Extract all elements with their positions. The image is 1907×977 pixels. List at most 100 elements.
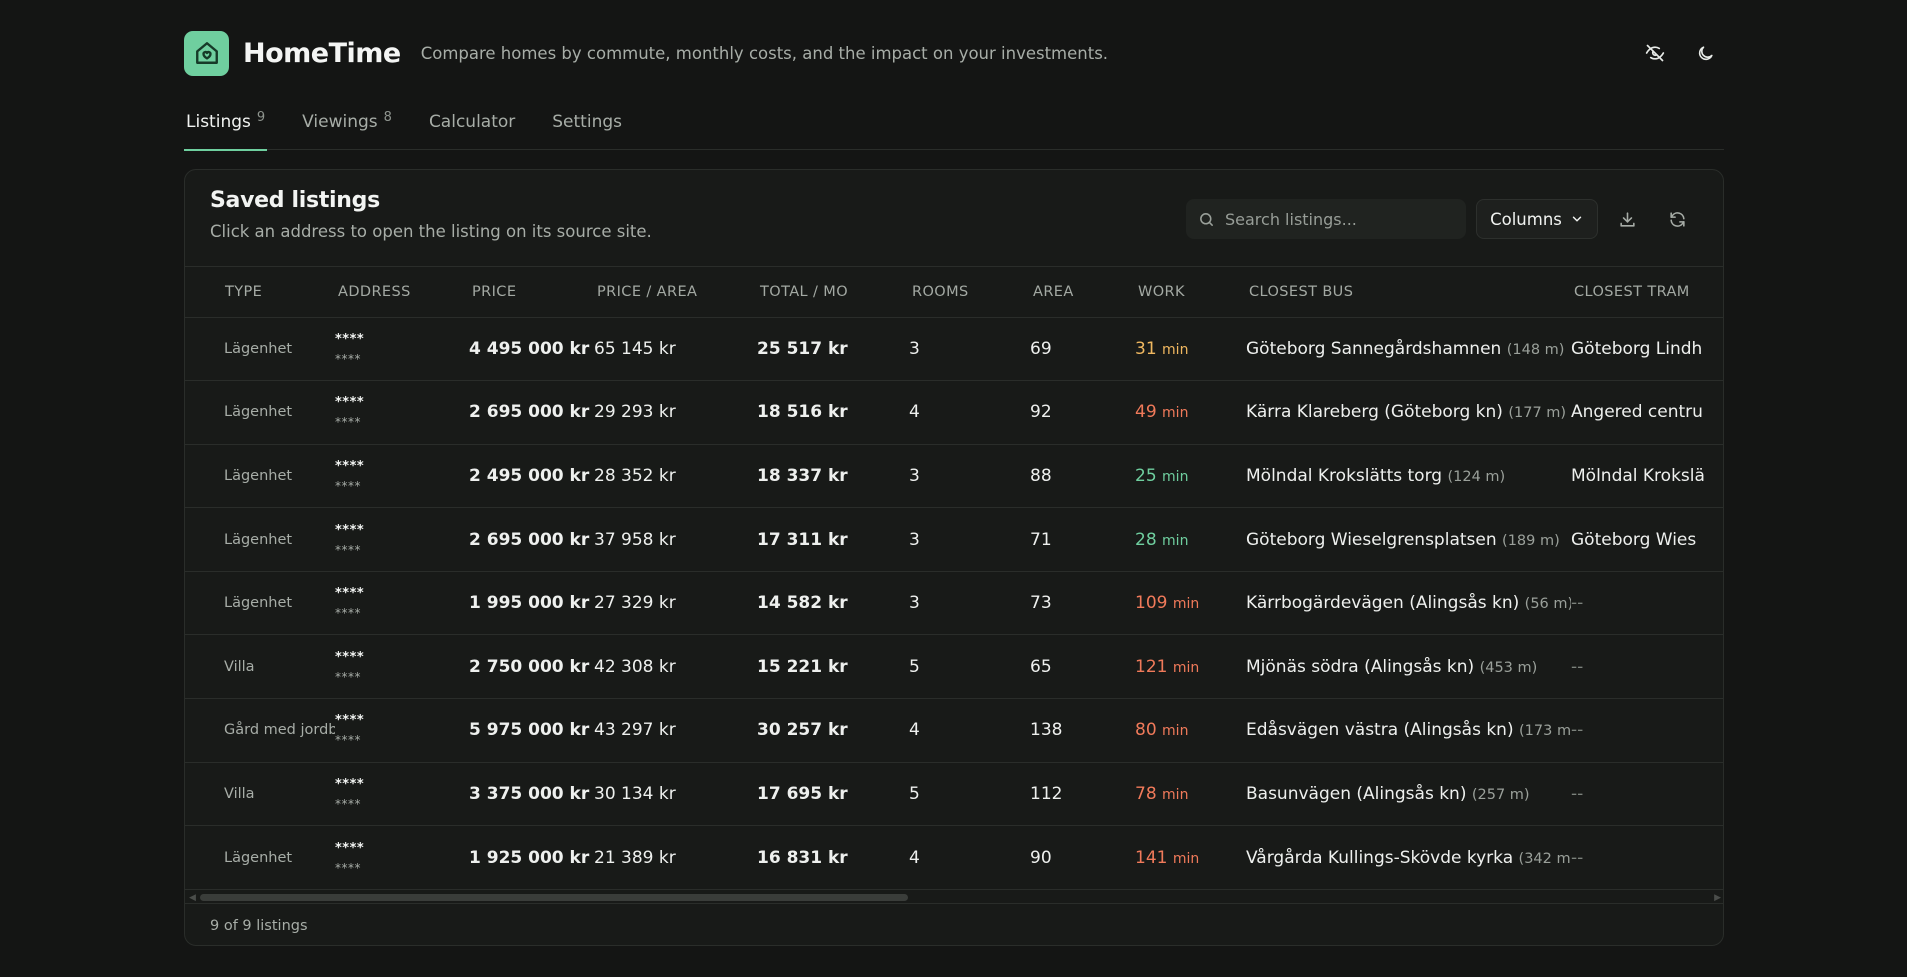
cell-work: 31 min <box>1135 317 1246 382</box>
column-header-type[interactable]: TYPE <box>185 267 335 318</box>
cell-price-per-area: 28 352 kr <box>594 444 757 509</box>
cell-rooms: 4 <box>909 380 1030 445</box>
address-sub: **** <box>335 669 361 684</box>
cell-work: 80 min <box>1135 698 1246 763</box>
cell-price-per-area: 27 329 kr <box>594 571 757 636</box>
column-header-area[interactable]: AREA <box>1030 267 1135 318</box>
column-header-price-per-area[interactable]: PRICE / AREA <box>594 267 757 318</box>
cell-closest-bus: Kärrbogärdevägen (Alingsås kn) (56 m) <box>1246 571 1571 636</box>
work-minutes: 141 <box>1135 847 1168 868</box>
cell-address[interactable]: **** **** <box>335 698 469 763</box>
work-unit: min <box>1162 786 1189 803</box>
cell-price: 2 495 000 kr <box>469 444 594 509</box>
cell-address[interactable]: **** **** <box>335 825 469 890</box>
cell-price: 2 695 000 kr <box>469 507 594 572</box>
theme-toggle-button[interactable] <box>1686 34 1724 72</box>
work-unit: min <box>1172 659 1200 676</box>
search-input[interactable] <box>1225 209 1455 229</box>
address-link[interactable]: **** <box>335 776 365 792</box>
cell-closest-tram: -- <box>1571 762 1723 827</box>
work-unit: min <box>1162 723 1189 740</box>
cell-work: 109 min <box>1135 571 1246 636</box>
address-link[interactable]: **** <box>335 458 365 474</box>
chevron-down-icon <box>1572 216 1582 222</box>
column-header-closest-tram[interactable]: CLOSEST TRAM <box>1571 267 1723 318</box>
cell-total-per-month: 14 582 kr <box>757 571 909 636</box>
columns-label: Columns <box>1490 209 1562 229</box>
address-link[interactable]: **** <box>335 713 365 729</box>
bus-stop-name: Kärra Klareberg (Göteborg kn) <box>1246 402 1503 423</box>
cell-closest-bus: Kärra Klareberg (Göteborg kn) (177 m) <box>1246 380 1571 445</box>
work-unit: min <box>1162 341 1189 358</box>
work-unit: min <box>1162 532 1189 549</box>
listings-table: TYPE ADDRESS PRICE PRICE / AREA TOTAL / … <box>185 267 1723 890</box>
tab-viewings[interactable]: Viewings 8 <box>300 104 394 150</box>
column-header-closest-bus[interactable]: CLOSEST BUS <box>1246 267 1571 318</box>
column-header-address[interactable]: ADDRESS <box>335 267 469 318</box>
work-minutes: 78 <box>1135 783 1157 804</box>
work-minutes: 121 <box>1135 656 1168 677</box>
cell-rooms: 3 <box>909 507 1030 572</box>
cell-closest-bus: Göteborg Wieselgrensplatsen (189 m) <box>1246 507 1571 572</box>
tab-label: Settings <box>552 112 622 132</box>
cell-address[interactable]: **** **** <box>335 571 469 636</box>
tab-settings[interactable]: Settings <box>550 104 624 150</box>
bus-stop-distance: (56 m) <box>1524 596 1571 613</box>
address-link[interactable]: **** <box>335 649 365 665</box>
app-name: HomeTime <box>243 37 401 69</box>
table-row: Lägenhet **** **** 1 995 000 kr 27 329 kr 14 … <box>185 571 1723 636</box>
bus-stop-name: Göteborg Wieselgrensplatsen <box>1246 529 1497 550</box>
cell-work: 49 min <box>1135 380 1246 445</box>
cell-address[interactable]: **** **** <box>335 444 469 509</box>
table-header-row: TYPE ADDRESS PRICE PRICE / AREA TOTAL / … <box>185 267 1723 318</box>
address-link[interactable]: **** <box>335 331 365 347</box>
bus-stop-name: Kärrbogärdevägen (Alingsås kn) <box>1246 593 1520 614</box>
column-header-rooms[interactable]: ROOMS <box>909 267 1030 318</box>
cell-area: 71 <box>1030 507 1135 572</box>
cell-price: 4 495 000 kr <box>469 317 594 382</box>
cell-address[interactable]: **** **** <box>335 380 469 445</box>
column-header-price[interactable]: PRICE <box>469 267 594 318</box>
tab-label: Listings <box>186 112 251 132</box>
bus-stop-distance: (189 m) <box>1502 532 1560 549</box>
scroll-right-arrow-icon[interactable]: ▶ <box>1714 893 1721 903</box>
cell-area: 73 <box>1030 571 1135 636</box>
refresh-button[interactable] <box>1658 200 1696 238</box>
column-header-total-per-month[interactable]: TOTAL / MO <box>757 267 909 318</box>
tab-label: Calculator <box>428 112 516 132</box>
address-link[interactable]: **** <box>335 522 365 538</box>
tab-listings[interactable]: Listings 9 <box>184 104 268 151</box>
address-link[interactable]: **** <box>335 395 365 411</box>
cell-closest-tram: Göteborg Wies <box>1571 507 1723 572</box>
columns-dropdown-button[interactable]: Columns <box>1476 199 1598 239</box>
cell-address[interactable]: **** **** <box>335 317 469 382</box>
address-link[interactable]: **** <box>335 840 365 856</box>
search-box <box>1186 199 1466 239</box>
work-unit: min <box>1162 405 1189 422</box>
cell-total-per-month: 17 311 kr <box>757 507 909 572</box>
horizontal-scrollbar[interactable]: ◀ ▶ <box>185 891 1723 903</box>
cell-area: 92 <box>1030 380 1135 445</box>
cell-rooms: 4 <box>909 698 1030 763</box>
search-icon <box>1200 212 1213 226</box>
cell-area: 65 <box>1030 634 1135 700</box>
download-button[interactable] <box>1608 200 1646 238</box>
cell-address[interactable]: **** **** <box>335 507 469 572</box>
scrollbar-thumb[interactable] <box>200 894 908 901</box>
address-link[interactable]: **** <box>335 586 365 602</box>
cell-area: 112 <box>1030 762 1135 827</box>
bus-stop-name: Mölndal Krokslätts torg <box>1246 465 1443 486</box>
cell-address[interactable]: **** **** <box>335 762 469 827</box>
cell-price: 5 975 000 kr <box>469 698 594 763</box>
cell-work: 25 min <box>1135 444 1246 509</box>
cell-total-per-month: 16 831 kr <box>757 825 909 890</box>
column-header-work[interactable]: WORK <box>1135 267 1246 318</box>
app-header: HomeTime Compare homes by commute, month… <box>184 30 1724 76</box>
tab-calculator[interactable]: Calculator <box>427 104 517 150</box>
listings-count-footer: 9 of 9 listings <box>185 903 1723 945</box>
hide-values-button[interactable] <box>1636 34 1674 72</box>
scroll-left-arrow-icon[interactable]: ◀ <box>189 893 196 903</box>
work-minutes: 28 <box>1135 529 1157 550</box>
bus-stop-distance: (257 m) <box>1471 786 1530 803</box>
cell-address[interactable]: **** **** <box>335 634 469 700</box>
